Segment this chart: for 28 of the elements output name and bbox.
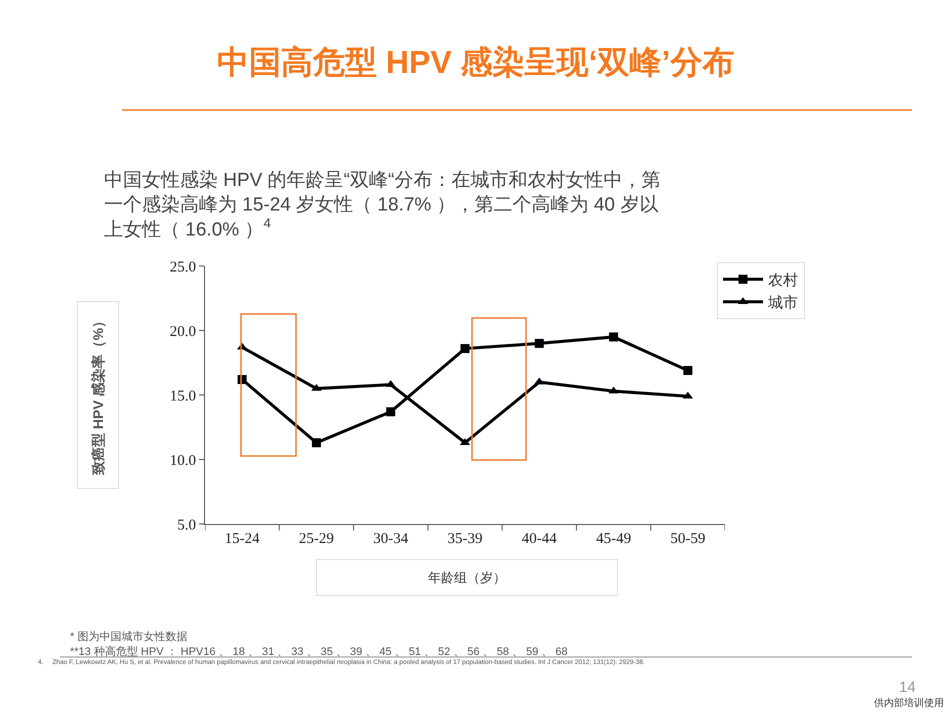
x-tick-label: 40-44 <box>522 531 558 547</box>
x-tick-label: 35-39 <box>448 531 482 547</box>
x-tick-label: 50-59 <box>670 531 706 547</box>
text: 供内部培训使用 <box>874 697 944 709</box>
y-tick-label: 10.0 <box>170 452 196 469</box>
point <box>683 366 692 375</box>
y-tick-label: 15.0 <box>170 388 196 404</box>
point <box>312 438 321 448</box>
x-tick-label: 15-24 <box>224 531 260 547</box>
y-tick-label: 5.0 <box>177 517 196 534</box>
text: **13 种高危型 HPV ： HPV16 、 18 、 31 、 33 、 35 、 39 、 45 、 51 、 52 、 56 、 58 、 59 、 68 <box>70 645 568 658</box>
text: 14 <box>899 679 916 696</box>
legend-label: 农村 <box>768 272 798 290</box>
text: * 图为中国城市女性数据 <box>70 630 188 643</box>
x-tick-label: 25-29 <box>298 531 334 547</box>
chart-title: 中国高危型 HPV 感染呈现‘双峰’分布 <box>217 44 734 80</box>
legend-label: 城市 <box>767 294 798 312</box>
x-axis-title: 年龄组（岁） <box>428 570 506 585</box>
y-axis-title: 致癌型 HPV 感染率（%） <box>90 314 106 476</box>
point <box>386 407 396 416</box>
point <box>609 332 618 342</box>
x-tick-label: 45-49 <box>596 531 632 547</box>
y-tick-label: 20.0 <box>170 324 196 340</box>
x-tick-label: 30-34 <box>373 531 409 547</box>
y-tick-label: 25.0 <box>170 259 196 276</box>
point <box>460 344 470 354</box>
point <box>534 338 544 348</box>
chart-subtitle: 中国女性感染 HPV 的年龄呈“双峰“分布：在城市和农村女性中，第一个感染高峰为 15-24 岁女性（ 18.7% ），第二个高峰为 40 岁以上女性（ 16.0% ）$^{4}$ <box>104 169 660 240</box>
